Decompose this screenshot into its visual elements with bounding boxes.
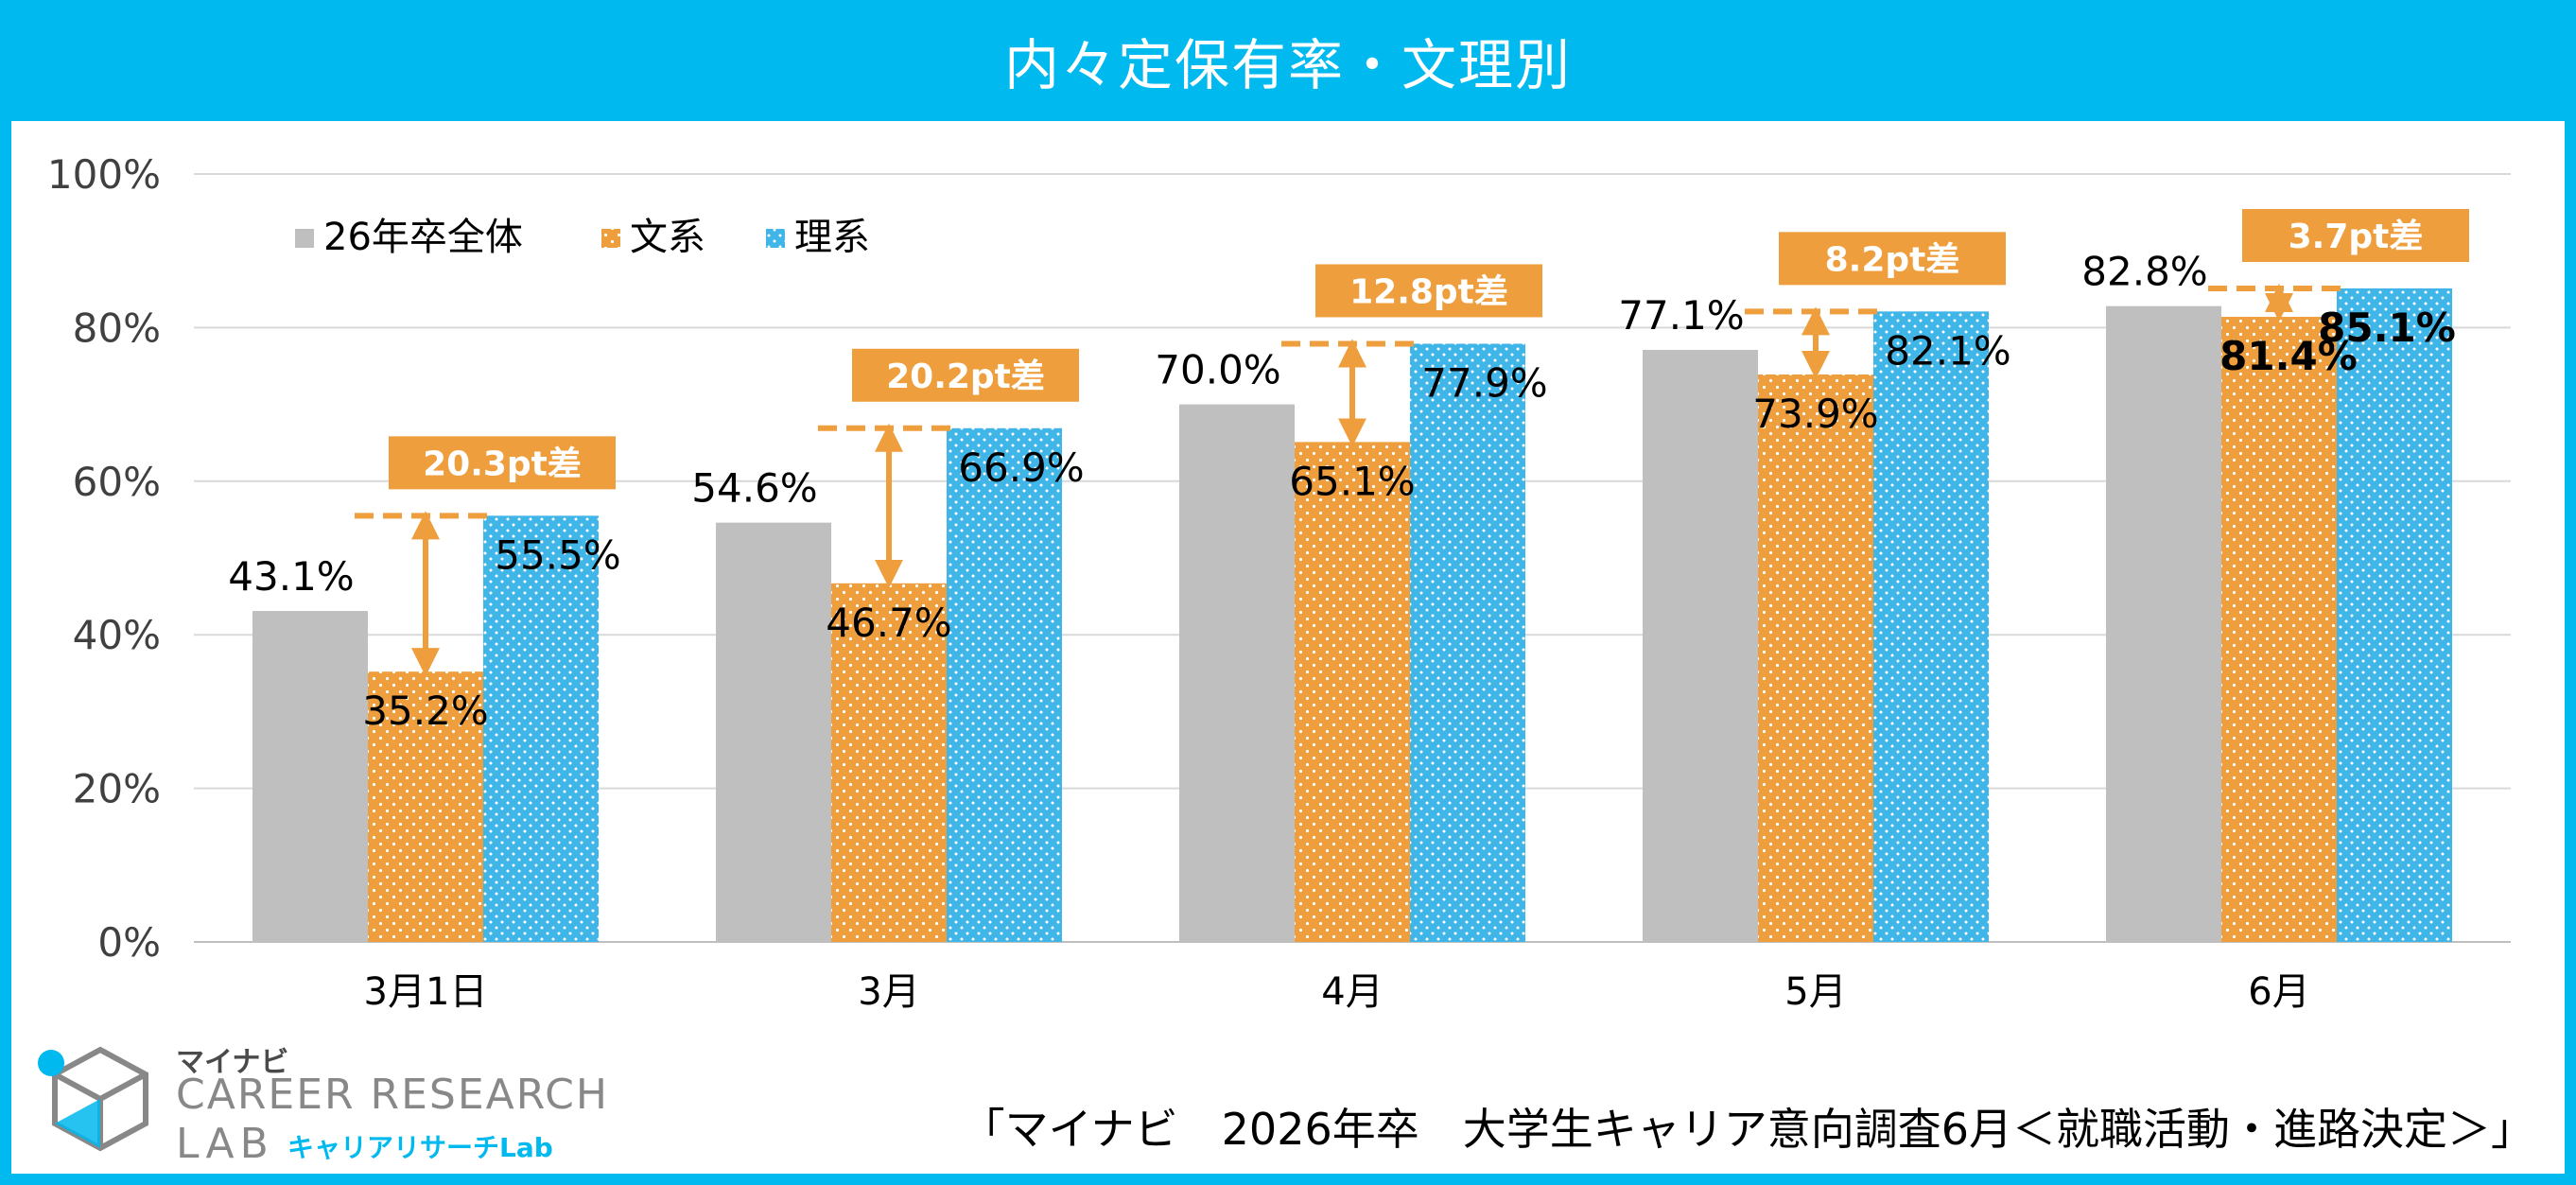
logo-kana: マイナビ xyxy=(176,1046,289,1079)
bar xyxy=(947,427,1062,943)
x-tick-label: 3月1日 xyxy=(364,970,488,1014)
bar xyxy=(368,671,483,942)
data-label: 85.1% xyxy=(2318,305,2456,351)
x-tick-label: 6月 xyxy=(2248,970,2309,1014)
legend-swatch xyxy=(766,229,785,248)
difference-box xyxy=(389,436,616,490)
data-label: 82.8% xyxy=(2081,249,2207,295)
data-label: 46.7% xyxy=(826,600,951,646)
data-label: 77.1% xyxy=(1618,292,1744,339)
data-label: 73.9% xyxy=(1752,391,1878,437)
y-tick-label: 0% xyxy=(97,919,161,966)
bar xyxy=(1643,349,1758,942)
data-label: 82.1% xyxy=(1885,327,2010,374)
logo-subtitle: キャリアリサーチLab xyxy=(287,1132,553,1163)
bar xyxy=(483,515,599,942)
x-tick-label: 3月 xyxy=(858,970,919,1014)
source-note: 「マイナビ 2026年卒 大学生キャリア意向調査6月＜就職活動・進路決定＞」 xyxy=(961,1104,2534,1155)
logo: マイナビ CAREER RESEARCH LAB キャリアリサーチLab xyxy=(34,1029,620,1171)
data-label: 43.1% xyxy=(228,553,354,600)
bar xyxy=(2221,317,2337,943)
difference-box xyxy=(1315,264,1542,318)
data-label: 65.1% xyxy=(1289,458,1415,504)
bar xyxy=(1410,343,1525,942)
legend-swatch xyxy=(295,229,314,248)
data-label: 55.5% xyxy=(495,532,620,578)
difference-box xyxy=(2242,208,2469,262)
difference-label: 12.8pt差 xyxy=(1349,272,1508,311)
y-tick-label: 80% xyxy=(73,305,161,351)
legend-label: 理系 xyxy=(794,216,870,259)
bar xyxy=(1873,311,1989,942)
difference-label: 20.2pt差 xyxy=(886,357,1045,396)
logo-name: CAREER RESEARCH xyxy=(176,1071,609,1119)
difference-box xyxy=(852,348,1079,402)
data-label: 54.6% xyxy=(691,465,817,512)
logo-name-line2: LAB xyxy=(176,1120,274,1168)
bar xyxy=(2337,288,2452,942)
legend-label: 文系 xyxy=(630,216,705,259)
bar xyxy=(2106,305,2221,942)
y-tick-label: 100% xyxy=(47,151,161,198)
bar xyxy=(1758,374,1873,942)
data-label: 70.0% xyxy=(1155,347,1280,393)
difference-box xyxy=(1779,232,2006,286)
y-tick-label: 60% xyxy=(73,459,161,505)
difference-label: 20.3pt差 xyxy=(423,444,582,483)
y-tick-label: 40% xyxy=(73,612,161,658)
difference-label: 3.7pt差 xyxy=(2289,218,2424,256)
data-label: 77.9% xyxy=(1421,359,1547,406)
bar xyxy=(716,522,831,942)
bar xyxy=(252,611,368,942)
legend-label: 26年卒全体 xyxy=(323,216,523,259)
bar xyxy=(831,583,947,942)
legend-swatch xyxy=(601,229,620,248)
chart-title: 内々定保有率・文理別 xyxy=(0,0,2576,121)
logo-cube-icon xyxy=(38,1046,148,1152)
data-label: 35.2% xyxy=(362,688,488,734)
data-label: 81.4% xyxy=(2219,333,2358,379)
x-tick-label: 4月 xyxy=(1321,970,1383,1014)
bar xyxy=(1295,442,1410,942)
data-label: 66.9% xyxy=(958,444,1084,491)
bar xyxy=(1179,404,1295,943)
y-tick-label: 20% xyxy=(73,766,161,812)
x-tick-label: 5月 xyxy=(1784,970,1846,1014)
difference-label: 8.2pt差 xyxy=(1825,240,1960,279)
